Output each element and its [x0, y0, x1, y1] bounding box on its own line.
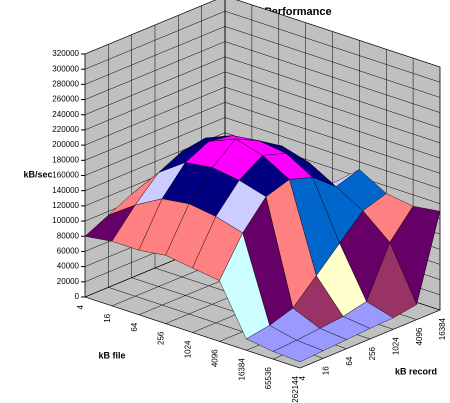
grid-line: [84, 117, 441, 189]
grid-line: [84, 86, 441, 159]
grid-line: [84, 102, 441, 174]
z-tick-label: 260000: [52, 95, 79, 104]
grid-line: [84, 56, 441, 129]
z-tick-label: 280000: [52, 79, 79, 88]
surface-cell: [272, 340, 324, 363]
x-tick-label: 65536: [264, 367, 273, 390]
z-tick-label: 140000: [52, 186, 79, 195]
z-tick-label: 60000: [57, 247, 80, 256]
grid-line: [84, 41, 441, 113]
grid-line: [84, 0, 441, 68]
z-tick-label: 160000: [52, 171, 79, 180]
y-tick-label: 16: [321, 366, 330, 375]
x-tick-label: 16384: [237, 358, 246, 381]
z-axis-title: kB/sec: [23, 169, 52, 179]
y-tick-label: 16384: [438, 317, 447, 340]
z-tick-label: 200000: [52, 140, 79, 149]
grid-line: [84, 71, 441, 144]
z-tick-label: 80000: [57, 231, 80, 240]
z-tick-label: 300000: [52, 64, 79, 73]
z-tick-label: 120000: [52, 201, 79, 210]
x-tick-label: 262144: [291, 375, 300, 402]
x-tick-label: 64: [130, 322, 139, 331]
grid-line: [84, 26, 441, 98]
z-tick-label: 220000: [52, 125, 79, 134]
z-tick-label: 240000: [52, 110, 79, 119]
z-tick-label: 40000: [57, 262, 80, 271]
z-tick-label: 0: [75, 292, 80, 301]
y-axis-title: kB record: [395, 366, 437, 376]
grid-line: [84, 10, 441, 83]
y-tick-label: 64: [345, 356, 354, 365]
y-tick-label: 4096: [415, 327, 424, 345]
z-tick-label: 20000: [57, 277, 80, 286]
x-axis-title: kB file: [98, 350, 125, 360]
z-tick-label: 320000: [52, 49, 79, 58]
x-tick-label: 4096: [210, 349, 219, 367]
y-tick-label: 256: [368, 346, 377, 360]
x-tick-label: 16: [103, 313, 112, 322]
x-tick-label: 4: [76, 304, 85, 309]
z-tick-label: 100000: [52, 216, 79, 225]
x-tick-label: 1024: [184, 340, 193, 358]
z-tick-label: 180000: [52, 155, 79, 164]
y-tick-label: 4: [298, 375, 307, 380]
x-tick-label: 256: [157, 331, 166, 345]
y-tick-label: 1024: [391, 337, 400, 355]
